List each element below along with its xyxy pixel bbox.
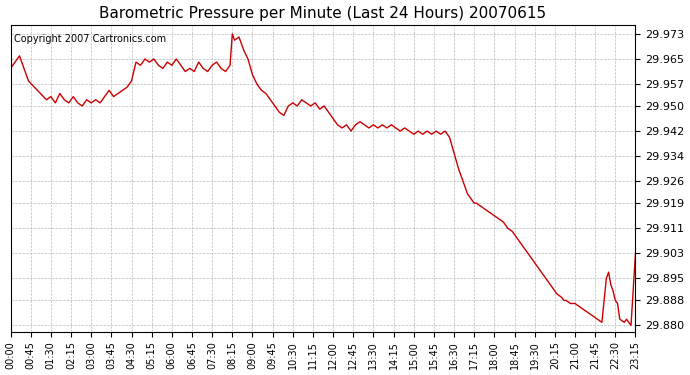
Text: Copyright 2007 Cartronics.com: Copyright 2007 Cartronics.com: [14, 34, 166, 44]
Title: Barometric Pressure per Minute (Last 24 Hours) 20070615: Barometric Pressure per Minute (Last 24 …: [99, 6, 546, 21]
